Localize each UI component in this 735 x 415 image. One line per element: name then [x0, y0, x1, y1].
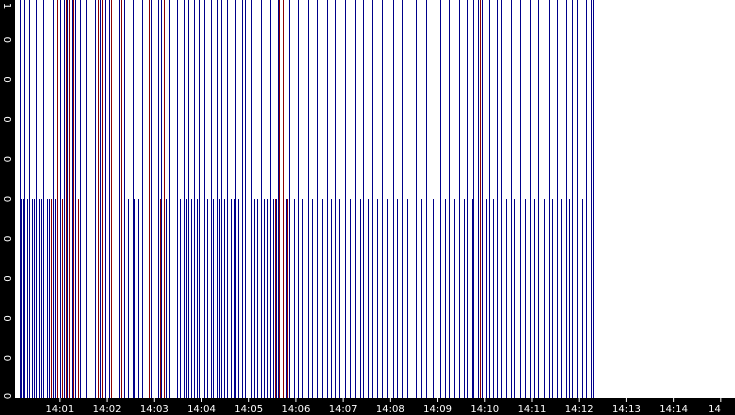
x-tick-label: 14:09 — [423, 404, 452, 415]
y-tick-label: 0 — [1, 196, 12, 202]
x-tick-label: 14:01 — [45, 404, 74, 415]
x-tick-label: 14:13 — [612, 404, 641, 415]
x-tick-label: 14:05 — [234, 404, 263, 415]
x-tick-label: 14 — [708, 404, 721, 415]
y-tick-label: 0 — [1, 315, 12, 321]
y-tick-label: 1 — [1, 3, 12, 9]
x-tick-label: 14:07 — [329, 404, 358, 415]
x-tick-label: 14:03 — [140, 404, 169, 415]
x-tick-label: 14:10 — [470, 404, 499, 415]
x-tick-label: 14:02 — [93, 404, 122, 415]
y-tick-label: 0 — [1, 37, 12, 43]
y-tick-label: 0 — [1, 116, 12, 122]
x-tick-label: 14:04 — [187, 404, 216, 415]
x-tick-label: 14:11 — [518, 404, 547, 415]
y-axis — [0, 0, 15, 415]
y-tick-label: 0 — [1, 76, 12, 82]
y-tick-label: 0 — [1, 156, 12, 162]
y-tick-label: 0 — [1, 275, 12, 281]
event-marks — [20, 0, 594, 398]
y-tick-labels: 1 0 0 0 0 0 0 0 0 0 0 — [1, 3, 12, 399]
x-axis — [0, 398, 735, 415]
x-tick-label: 14:06 — [282, 404, 311, 415]
x-tick-label: 14:12 — [565, 404, 594, 415]
x-tick-labels: 14:01 14:02 14:03 14:04 14:05 14:06 14:07 14:08… — [45, 398, 722, 415]
y-tick-label: 0 — [1, 236, 12, 242]
y-tick-label: 0 — [1, 393, 12, 399]
y-tick-label: 0 — [1, 355, 12, 361]
x-tick-label: 14:08 — [376, 404, 405, 415]
x-tick-label: 14:14 — [659, 404, 688, 415]
